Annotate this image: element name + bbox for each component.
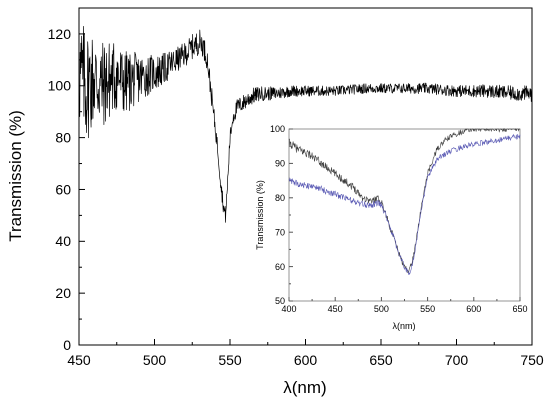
main-y-tick-label: 80: [55, 130, 71, 146]
main-y-tick-label: 100: [48, 78, 72, 94]
inset-y-tick-label: 80: [275, 193, 285, 203]
inset-series-line-1: [288, 127, 520, 274]
main-x-tick-label: 700: [445, 352, 469, 368]
inset-x-tick-label: 500: [374, 304, 389, 314]
inset-y-tick-label: 60: [275, 262, 285, 272]
main-x-axis-title: λ(nm): [283, 378, 326, 397]
main-y-axis-title: Transmission (%): [6, 110, 25, 242]
main-y-tick-label: 0: [63, 337, 71, 353]
inset-y-tick-label: 70: [275, 227, 285, 237]
inset-series-line-2: [288, 133, 521, 276]
inset-x-tick-label: 550: [420, 304, 435, 314]
inset-x-tick-label: 600: [466, 304, 481, 314]
inset-plot: 400 450 500 550 600 650 50 60 70 80 90 100 λ(nm) Tr…: [255, 124, 528, 331]
main-x-tick-label: 750: [520, 352, 544, 368]
main-x-tick-label: 450: [67, 352, 91, 368]
main-x-tick-label: 650: [369, 352, 393, 368]
main-y-tick-label: 60: [55, 181, 71, 197]
main-axis-ticks: 450 500 550 600 650 700 750 0 20 40 60 80 100 120: [48, 26, 544, 368]
inset-x-tick-label: 650: [512, 304, 527, 314]
inset-y-axis-title: Transmission (%): [255, 180, 265, 250]
inset-x-tick-label: 400: [281, 304, 296, 314]
inset-background: [289, 129, 520, 301]
main-y-tick-label: 40: [55, 233, 71, 249]
main-y-tick-label: 120: [48, 26, 72, 42]
main-x-tick-label: 600: [294, 352, 318, 368]
inset-y-tick-label: 90: [275, 159, 285, 169]
main-x-tick-label: 550: [218, 352, 242, 368]
inset-x-tick-label: 450: [328, 304, 343, 314]
main-x-tick-label: 500: [143, 352, 167, 368]
main-series-line: [78, 25, 533, 223]
main-plot: 450 500 550 600 650 700 750 0 20 40 60 80 100 120 λ(n…: [6, 7, 544, 397]
main-y-tick-label: 20: [55, 285, 71, 301]
inset-x-axis-title: λ(nm): [393, 321, 416, 331]
inset-axis-ticks: 400 450 500 550 600 650 50 60 70 80 90 100: [270, 124, 528, 314]
inset-y-tick-label: 50: [275, 296, 285, 306]
inset-y-tick-label: 100: [270, 124, 285, 134]
inset-series-lines: [288, 127, 521, 276]
